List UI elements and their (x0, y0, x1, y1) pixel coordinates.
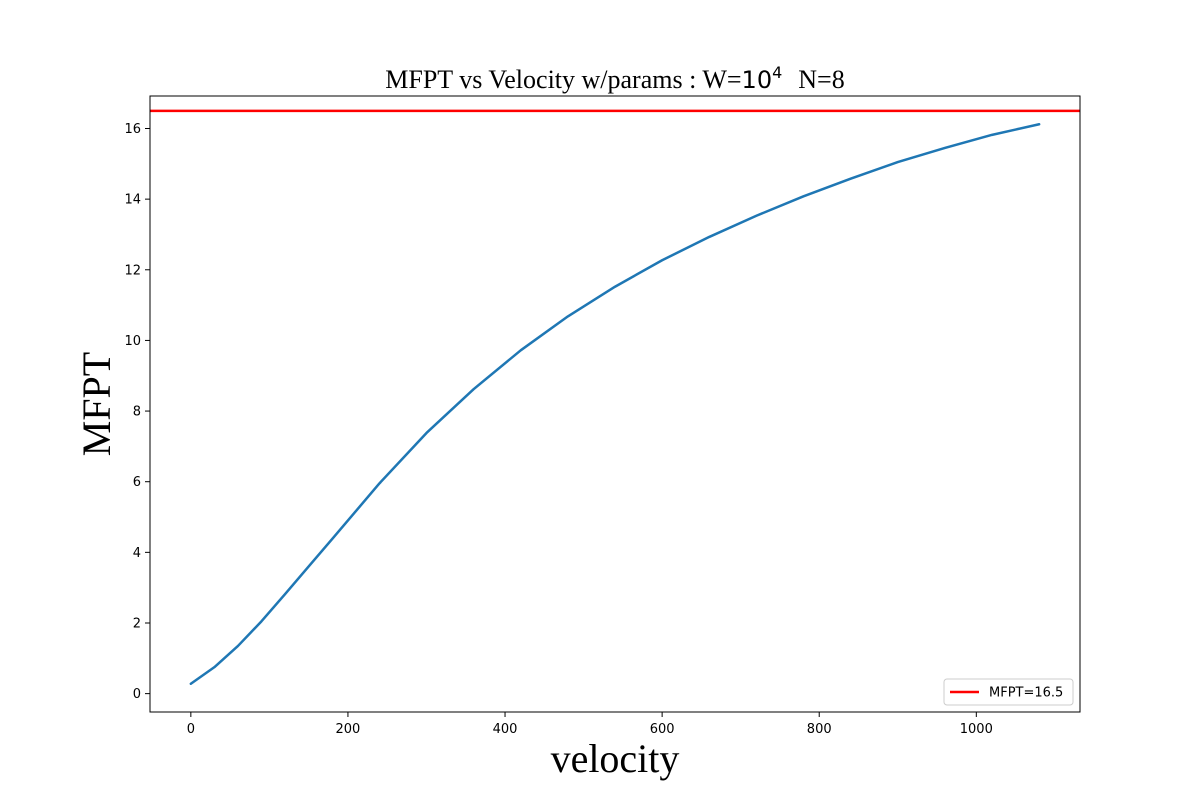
y-tick-label: 14 (124, 193, 141, 208)
ticks-layer: 0 200 400 600 800 1000 0 2 4 6 8 10 12 14 16 (124, 122, 992, 737)
chart-title-suffix: N=8 (798, 65, 844, 94)
x-tick-label: 1000 (960, 722, 993, 737)
legend-label-hline: MFPT=16.5 (989, 686, 1063, 701)
legend: MFPT=16.5 (943, 678, 1074, 706)
y-tick-label: 8 (133, 405, 141, 420)
chart-title-exponent: 4 (772, 63, 782, 82)
x-tick-label: 0 (187, 722, 195, 737)
x-axis-label: velocity (551, 736, 680, 781)
y-tick-label: 10 (124, 334, 141, 349)
x-tick-label: 800 (807, 722, 832, 737)
x-tick-label: 400 (493, 722, 518, 737)
chart-title: MFPT vs Velocity w/params : W=104 N=8 (385, 63, 844, 94)
y-tick-label: 4 (133, 546, 141, 561)
plot-frame (149, 95, 1081, 713)
chart-title-base: 10 (742, 66, 773, 94)
x-tick-label: 200 (336, 722, 361, 737)
chart-title-prefix: MFPT vs Velocity w/params : W= (385, 65, 741, 94)
y-axis-label: MFPT (74, 352, 119, 457)
x-tick-label: 600 (650, 722, 675, 737)
y-tick-label: 16 (124, 122, 141, 137)
y-tick-label: 2 (133, 616, 141, 631)
data-layer (150, 109, 1080, 685)
legend-box (943, 678, 1074, 706)
y-tick-label: 0 (133, 687, 141, 702)
series-line (189, 123, 1041, 685)
y-tick-label: 6 (133, 475, 141, 490)
y-tick-label: 12 (124, 263, 141, 278)
